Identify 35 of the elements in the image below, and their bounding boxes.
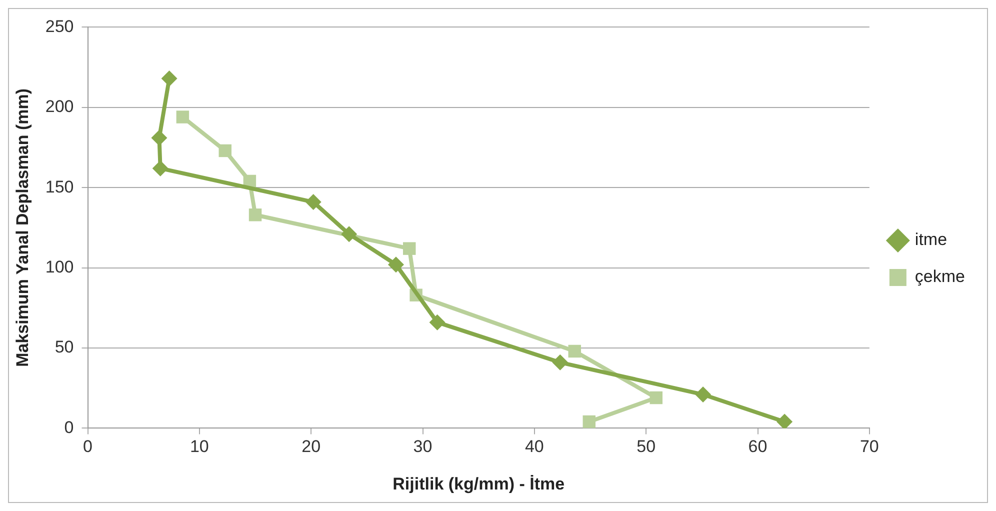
point: [152, 160, 168, 176]
legend-label: itme: [914, 230, 948, 250]
x-axis-title: Rijitlik (kg/mm) - İtme: [392, 474, 565, 494]
point: [151, 130, 168, 146]
point: [218, 144, 232, 158]
point: [403, 242, 416, 255]
x-tick-label: 10: [190, 437, 209, 456]
x-tick-label: 30: [413, 437, 432, 456]
point: [388, 256, 404, 273]
point: [341, 226, 358, 242]
point: [305, 194, 322, 210]
y-tick-label: 0: [64, 418, 74, 437]
x-tick-label: 50: [636, 437, 656, 456]
point: [429, 314, 446, 330]
x-tick-label: 60: [748, 437, 768, 456]
y-axis-title: Maksimum Yanal Deplasman (mm): [12, 88, 32, 367]
y-tick-label: 150: [45, 177, 74, 196]
point: [176, 110, 190, 124]
point: [776, 414, 793, 428]
point: [248, 208, 262, 222]
point: [695, 386, 712, 403]
x-tick-label: 0: [83, 437, 92, 456]
y-tick-label: 200: [45, 97, 74, 116]
point: [552, 354, 568, 370]
x-tick-label: 40: [524, 437, 544, 456]
point: [582, 415, 596, 428]
point: [161, 70, 178, 87]
point: [650, 391, 663, 404]
legend-label: çekme: [914, 267, 966, 286]
y-tick-label: 250: [45, 16, 74, 36]
y-tick-label: 100: [45, 257, 74, 276]
x-tick-label: 20: [302, 437, 321, 456]
point: [568, 344, 581, 358]
x-tick-label: 70: [860, 437, 879, 456]
y-tick-label: 50: [54, 338, 74, 357]
